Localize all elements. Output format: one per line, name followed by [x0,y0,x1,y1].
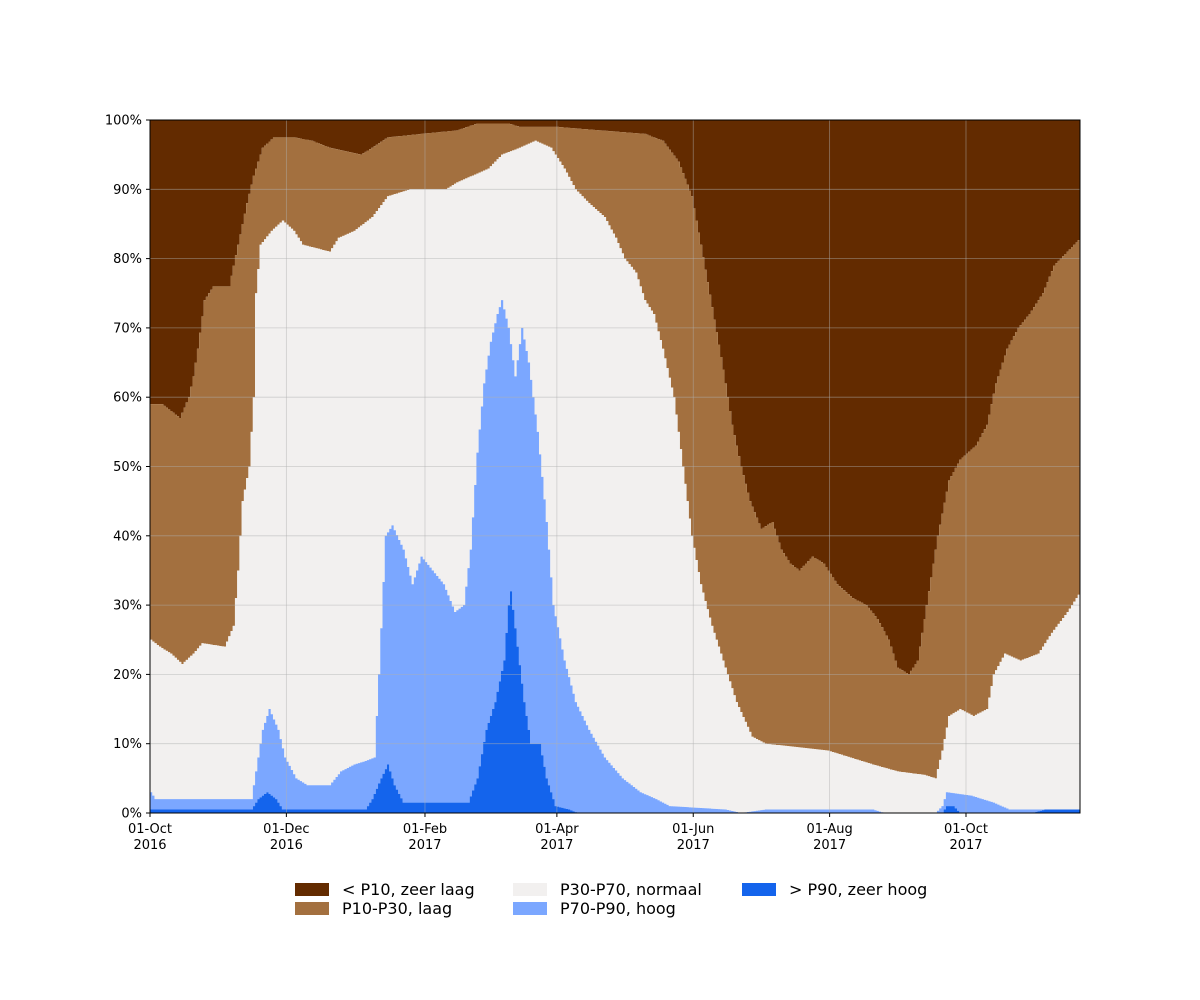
y-tick-label: 60% [113,391,142,406]
legend-label-hoog: P70-P90, hoog [560,899,676,918]
x-tick-label-date: 01-Jun [672,822,714,837]
y-axis-ticks: 0% 10% 20% 30% 40% 50% 60% 70% 80% 90% 100% [105,114,150,822]
legend-label-zeer-laag: < P10, zeer laag [342,880,475,899]
x-tick-label-year: 2017 [677,838,710,853]
legend-item-normaal: P30-P70, normaal [513,880,702,899]
y-tick-label: 90% [113,183,142,198]
legend-swatch-laag [295,902,329,915]
x-tick-label-date: 01-Apr [535,822,579,837]
y-tick-label: 10% [113,737,142,752]
legend-label-zeer-hoog: > P90, zeer hoog [789,880,928,899]
y-tick-label: 0% [121,807,142,822]
legend-label-laag: P10-P30, laag [342,899,453,918]
y-tick-label: 50% [113,460,142,475]
x-tick-label-date: 01-Oct [128,822,172,837]
y-tick-label: 40% [113,529,142,544]
y-tick-label: 20% [113,668,142,683]
x-tick-label-year: 2016 [270,838,303,853]
legend-swatch-normaal [513,883,547,896]
legend-item-zeer-hoog: > P90, zeer hoog [742,880,927,899]
legend-swatch-zeer-hoog [742,883,776,896]
legend-item-hoog: P70-P90, hoog [513,899,676,918]
x-tick-label-date: 01-Aug [806,822,852,837]
y-tick-label: 70% [113,321,142,336]
x-tick-label-year: 2017 [949,838,982,853]
x-tick-label-year: 2016 [133,838,166,853]
x-axis-ticks: 01-Oct201601-Dec201601-Feb201701-Apr2017… [128,813,988,853]
y-tick-label: 80% [113,252,142,267]
x-tick-label-year: 2017 [408,838,441,853]
area-laag [150,123,1080,779]
legend-swatch-zeer-laag [295,883,329,896]
x-tick-label-date: 01-Dec [263,822,309,837]
x-tick-label-date: 01-Oct [944,822,988,837]
y-tick-label: 100% [105,114,142,129]
x-tick-label-year: 2017 [813,838,846,853]
area-normaal [150,140,1080,814]
y-tick-label: 30% [113,599,142,614]
legend-item-laag: P10-P30, laag [295,899,452,918]
legend-label-normaal: P30-P70, normaal [560,880,702,899]
legend-item-zeer-laag: < P10, zeer laag [295,880,475,899]
x-tick-label-date: 01-Feb [403,822,447,837]
area-hoog [150,300,1080,813]
legend-swatch-hoog [513,902,547,915]
x-tick-label-year: 2017 [540,838,573,853]
legend: < P10, zeer laag P10-P30, laag P30-P70, … [295,880,955,920]
